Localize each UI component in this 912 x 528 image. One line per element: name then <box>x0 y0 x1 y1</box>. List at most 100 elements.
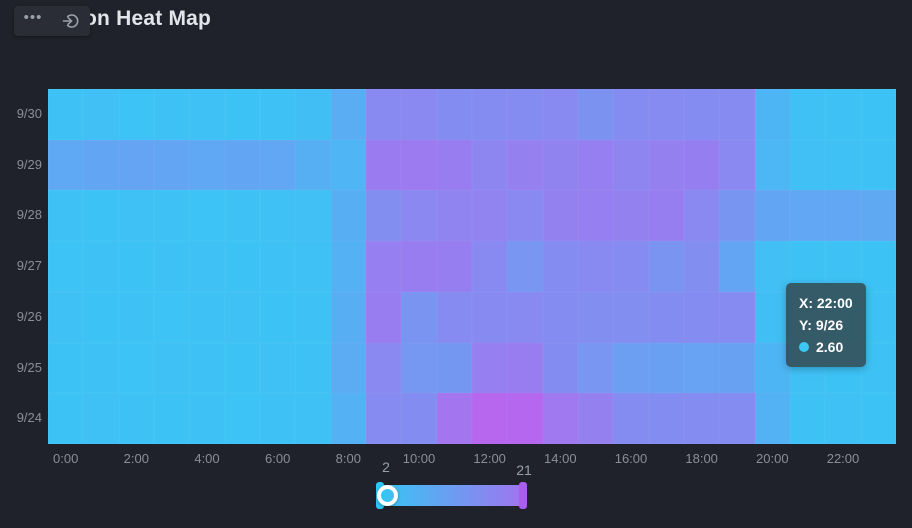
heatmap-cell[interactable] <box>330 190 366 242</box>
heatmap-cell[interactable] <box>825 190 861 242</box>
heatmap-cell[interactable] <box>542 139 578 191</box>
heatmap-cell[interactable] <box>330 342 366 394</box>
heatmap-cell[interactable] <box>648 241 684 292</box>
heatmap-cell[interactable] <box>83 89 119 140</box>
heatmap-cell[interactable] <box>542 89 578 140</box>
heatmap-cell[interactable] <box>189 393 225 444</box>
heatmap-cell[interactable] <box>754 190 790 242</box>
heatmap-cell[interactable] <box>648 190 684 242</box>
heatmap-cell[interactable] <box>153 241 190 292</box>
heatmap-cell[interactable] <box>295 393 331 444</box>
heatmap-cell[interactable] <box>189 342 225 394</box>
heatmap-cell[interactable] <box>613 89 649 140</box>
heatmap-cell[interactable] <box>860 139 896 191</box>
heatmap-cell[interactable] <box>860 190 896 242</box>
heatmap-cell[interactable] <box>471 342 508 394</box>
heatmap-cell[interactable] <box>860 393 896 444</box>
heatmap-cell[interactable] <box>295 89 331 140</box>
heatmap-cell[interactable] <box>542 291 578 343</box>
heatmap-cell[interactable] <box>365 342 402 394</box>
heatmap-cell[interactable] <box>754 291 790 343</box>
heatmap-cell[interactable] <box>577 139 614 191</box>
heatmap-cell[interactable] <box>683 139 720 191</box>
heatmap-cell[interactable] <box>683 89 720 140</box>
heatmap-cell[interactable] <box>507 342 543 394</box>
heatmap-cell[interactable] <box>48 342 84 394</box>
heatmap-cell[interactable] <box>719 139 755 191</box>
heatmap-cell[interactable] <box>295 342 331 394</box>
heatmap-cell[interactable] <box>577 291 614 343</box>
heatmap-cell[interactable] <box>683 190 720 242</box>
heatmap-cell[interactable] <box>83 342 119 394</box>
heatmap-cell[interactable] <box>436 89 472 140</box>
heatmap-cell[interactable] <box>648 342 684 394</box>
heatmap-cell[interactable] <box>401 241 437 292</box>
heatmap-cell[interactable] <box>719 241 755 292</box>
heatmap-cell[interactable] <box>401 393 437 444</box>
heatmap-cell[interactable] <box>401 190 437 242</box>
heatmap-cell[interactable] <box>613 241 649 292</box>
heatmap-cell[interactable] <box>542 241 578 292</box>
heatmap-cell[interactable] <box>436 241 472 292</box>
heatmap-cell[interactable] <box>401 291 437 343</box>
heatmap-cell[interactable] <box>436 342 472 394</box>
heatmap-cell[interactable] <box>683 342 720 394</box>
heatmap-cell[interactable] <box>613 190 649 242</box>
heatmap-cell[interactable] <box>471 291 508 343</box>
heatmap-cell[interactable] <box>259 139 296 191</box>
heatmap-cell[interactable] <box>259 190 296 242</box>
heatmap-cell[interactable] <box>83 291 119 343</box>
heatmap-cell[interactable] <box>118 139 154 191</box>
heatmap-cell[interactable] <box>153 190 190 242</box>
heatmap-cell[interactable] <box>754 139 790 191</box>
heatmap-cell[interactable] <box>577 89 614 140</box>
heatmap-cell[interactable] <box>83 241 119 292</box>
heatmap-cell[interactable] <box>189 241 225 292</box>
heatmap-cell[interactable] <box>48 190 84 242</box>
heatmap-cell[interactable] <box>259 241 296 292</box>
heatmap-cell[interactable] <box>259 342 296 394</box>
heatmap-cell[interactable] <box>48 139 84 191</box>
heatmap-cell[interactable] <box>648 89 684 140</box>
heatmap-cell[interactable] <box>330 139 366 191</box>
heatmap-cell[interactable] <box>471 393 508 444</box>
heatmap-cell[interactable] <box>648 139 684 191</box>
heatmap-cell[interactable] <box>401 139 437 191</box>
heatmap-cell[interactable] <box>224 139 260 191</box>
heatmap-cell[interactable] <box>153 342 190 394</box>
heatmap-cell[interactable] <box>860 342 896 394</box>
heatmap-cell[interactable] <box>330 291 366 343</box>
heatmap-cell[interactable] <box>860 89 896 140</box>
heatmap-cell[interactable] <box>577 190 614 242</box>
heatmap-cell[interactable] <box>436 393 472 444</box>
heatmap-cell[interactable] <box>471 89 508 140</box>
heatmap-cell[interactable] <box>365 89 402 140</box>
heatmap-cell[interactable] <box>471 241 508 292</box>
heatmap-cell[interactable] <box>683 393 720 444</box>
heatmap-cell[interactable] <box>153 139 190 191</box>
heatmap-cell[interactable] <box>224 190 260 242</box>
heatmap-cell[interactable] <box>789 89 826 140</box>
heatmap-cell[interactable] <box>401 342 437 394</box>
heatmap-cell[interactable] <box>295 190 331 242</box>
heatmap-cell[interactable] <box>118 190 154 242</box>
heatmap-cell[interactable] <box>295 291 331 343</box>
heatmap-cell[interactable] <box>719 393 755 444</box>
heatmap-cell[interactable] <box>259 291 296 343</box>
heatmap-cell[interactable] <box>719 342 755 394</box>
heatmap-cell[interactable] <box>365 393 402 444</box>
heatmap-cell[interactable] <box>789 139 826 191</box>
heatmap-cell[interactable] <box>683 291 720 343</box>
heatmap-cell[interactable] <box>153 291 190 343</box>
heatmap-cell[interactable] <box>577 393 614 444</box>
heatmap-cell[interactable] <box>436 190 472 242</box>
heatmap-cell[interactable] <box>330 393 366 444</box>
heatmap-cell[interactable] <box>224 393 260 444</box>
heatmap-cell[interactable] <box>295 241 331 292</box>
heatmap-cell[interactable] <box>365 241 402 292</box>
heatmap-cell[interactable] <box>224 291 260 343</box>
heatmap-cell[interactable] <box>542 342 578 394</box>
heatmap-cell[interactable] <box>860 241 896 292</box>
heatmap-cell[interactable] <box>648 291 684 343</box>
heatmap-cell[interactable] <box>648 393 684 444</box>
